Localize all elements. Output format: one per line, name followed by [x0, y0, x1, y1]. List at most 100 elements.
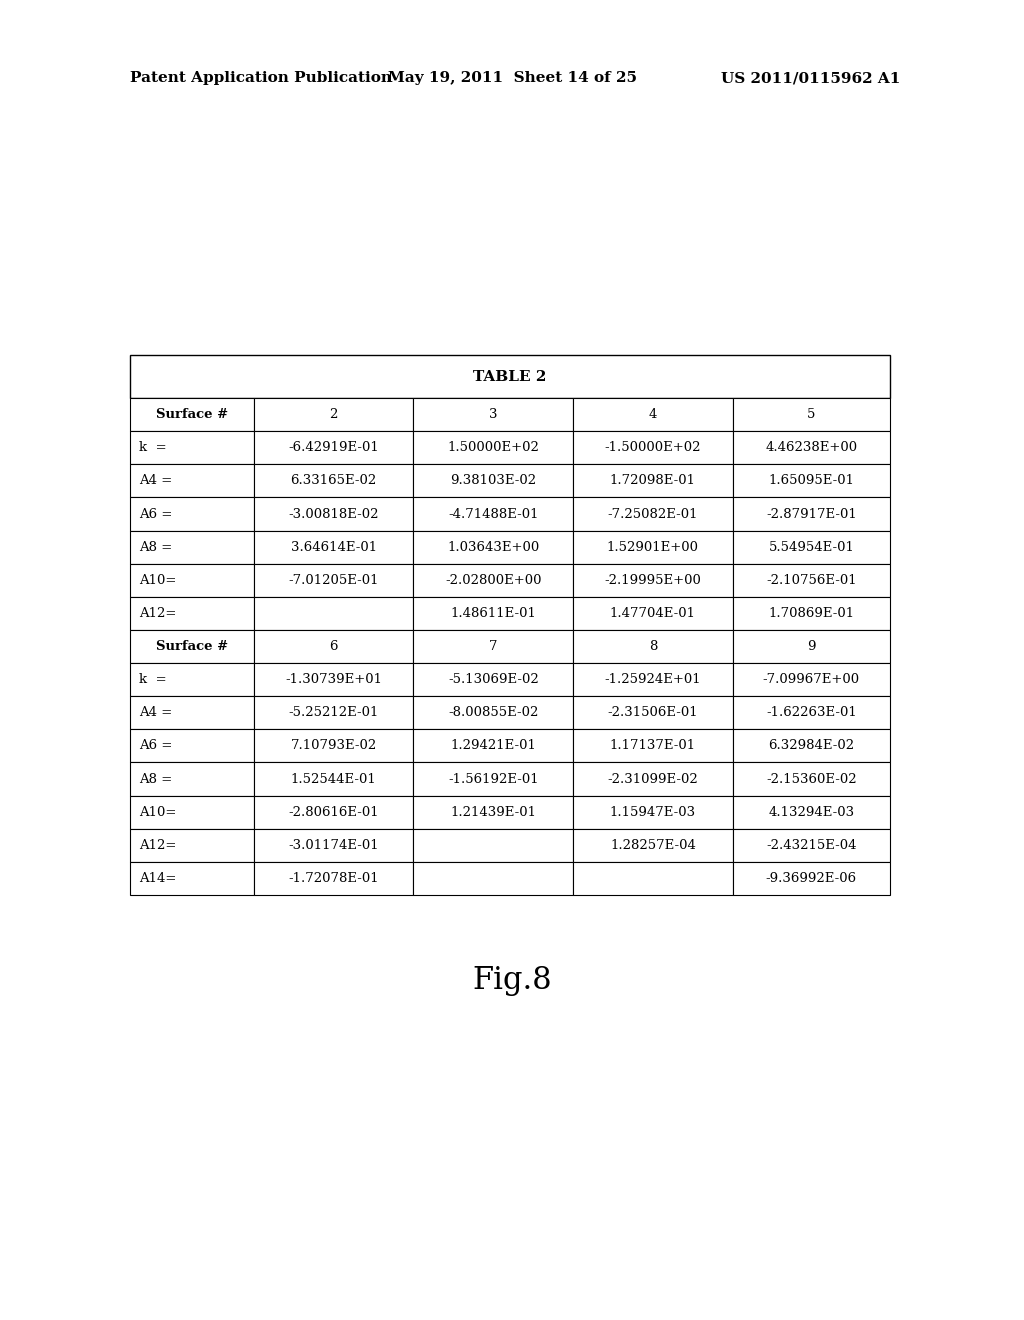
Text: A10=: A10= [138, 574, 176, 587]
Bar [254, 862, 414, 895]
Bar [414, 663, 573, 696]
Text: 1.65095E-01: 1.65095E-01 [768, 474, 854, 487]
Text: -1.25924E+01: -1.25924E+01 [604, 673, 701, 686]
Text: -6.42919E-01: -6.42919E-01 [289, 441, 379, 454]
Bar [414, 465, 573, 498]
Bar [130, 531, 254, 564]
Text: 1.72098E-01: 1.72098E-01 [610, 474, 696, 487]
Text: 3.64614E-01: 3.64614E-01 [291, 541, 377, 553]
Bar [414, 597, 573, 630]
Text: A12=: A12= [138, 838, 176, 851]
Bar [414, 498, 573, 531]
Text: 7.10793E-02: 7.10793E-02 [291, 739, 377, 752]
Bar [733, 564, 890, 597]
Text: 6.33165E-02: 6.33165E-02 [291, 474, 377, 487]
Text: -3.00818E-02: -3.00818E-02 [289, 507, 379, 520]
Text: 1.17137E-01: 1.17137E-01 [610, 739, 696, 752]
Text: k  =: k = [138, 673, 166, 686]
Text: -7.25082E-01: -7.25082E-01 [607, 507, 698, 520]
Bar [130, 399, 254, 432]
Text: 6: 6 [330, 640, 338, 653]
Text: 1.47704E-01: 1.47704E-01 [610, 607, 696, 620]
Bar [573, 763, 733, 796]
Bar [573, 564, 733, 597]
Bar [733, 796, 890, 829]
Bar [254, 564, 414, 597]
Text: 3: 3 [489, 408, 498, 421]
Text: 9: 9 [807, 640, 815, 653]
Text: 1.70869E-01: 1.70869E-01 [768, 607, 854, 620]
Bar [130, 696, 254, 730]
Bar [130, 730, 254, 763]
Bar [733, 663, 890, 696]
Bar [130, 465, 254, 498]
Bar [414, 630, 573, 663]
Bar [733, 465, 890, 498]
Bar [130, 630, 254, 663]
Bar [414, 763, 573, 796]
Bar [573, 531, 733, 564]
Text: -4.71488E-01: -4.71488E-01 [449, 507, 539, 520]
Bar [733, 531, 890, 564]
Text: -2.02800E+00: -2.02800E+00 [445, 574, 542, 587]
Bar [254, 630, 414, 663]
Bar [573, 465, 733, 498]
Bar [254, 796, 414, 829]
Text: -2.87917E-01: -2.87917E-01 [766, 507, 857, 520]
Text: 1.03643E+00: 1.03643E+00 [447, 541, 540, 553]
Text: A14=: A14= [138, 873, 176, 884]
Bar [733, 829, 890, 862]
Text: -1.62263E-01: -1.62263E-01 [766, 706, 857, 719]
Text: A4 =: A4 = [138, 474, 172, 487]
Text: 1.48611E-01: 1.48611E-01 [451, 607, 537, 620]
Bar [130, 829, 254, 862]
Text: k  =: k = [138, 441, 166, 454]
Bar [414, 432, 573, 465]
Bar [573, 696, 733, 730]
Text: 1.52901E+00: 1.52901E+00 [607, 541, 698, 553]
Bar [414, 829, 573, 862]
Text: -1.56192E-01: -1.56192E-01 [447, 772, 539, 785]
Bar [414, 531, 573, 564]
Text: TABLE 2: TABLE 2 [473, 370, 547, 384]
Text: -1.30739E+01: -1.30739E+01 [285, 673, 382, 686]
Text: 4.46238E+00: 4.46238E+00 [765, 441, 857, 454]
Text: 1.28257E-04: 1.28257E-04 [610, 838, 696, 851]
Text: 2: 2 [330, 408, 338, 421]
Bar [130, 498, 254, 531]
Bar [254, 432, 414, 465]
Text: -2.19995E+00: -2.19995E+00 [604, 574, 701, 587]
Bar [254, 663, 414, 696]
Text: May 19, 2011  Sheet 14 of 25: May 19, 2011 Sheet 14 of 25 [387, 71, 637, 84]
Bar [414, 696, 573, 730]
Bar [733, 597, 890, 630]
Text: 1.50000E+02: 1.50000E+02 [447, 441, 540, 454]
Bar [130, 432, 254, 465]
Bar [573, 432, 733, 465]
Bar [254, 597, 414, 630]
Bar [573, 829, 733, 862]
Bar [733, 763, 890, 796]
Text: -3.01174E-01: -3.01174E-01 [289, 838, 379, 851]
Text: -1.72078E-01: -1.72078E-01 [289, 873, 379, 884]
Bar [254, 399, 414, 432]
Bar [573, 399, 733, 432]
Text: -7.09967E+00: -7.09967E+00 [763, 673, 860, 686]
Bar [254, 498, 414, 531]
Text: -2.43215E-04: -2.43215E-04 [766, 838, 857, 851]
Text: 9.38103E-02: 9.38103E-02 [451, 474, 537, 487]
Text: -9.36992E-06: -9.36992E-06 [766, 873, 857, 884]
Bar [733, 730, 890, 763]
Text: 4: 4 [648, 408, 657, 421]
Text: 6.32984E-02: 6.32984E-02 [768, 739, 854, 752]
Bar [254, 531, 414, 564]
Bar [573, 597, 733, 630]
Text: 1.21439E-01: 1.21439E-01 [451, 805, 537, 818]
Text: 1.29421E-01: 1.29421E-01 [451, 739, 537, 752]
Text: -2.10756E-01: -2.10756E-01 [766, 574, 857, 587]
Text: US 2011/0115962 A1: US 2011/0115962 A1 [721, 71, 900, 84]
Text: -2.80616E-01: -2.80616E-01 [289, 805, 379, 818]
Bar [733, 630, 890, 663]
Bar [414, 796, 573, 829]
Bar [254, 696, 414, 730]
